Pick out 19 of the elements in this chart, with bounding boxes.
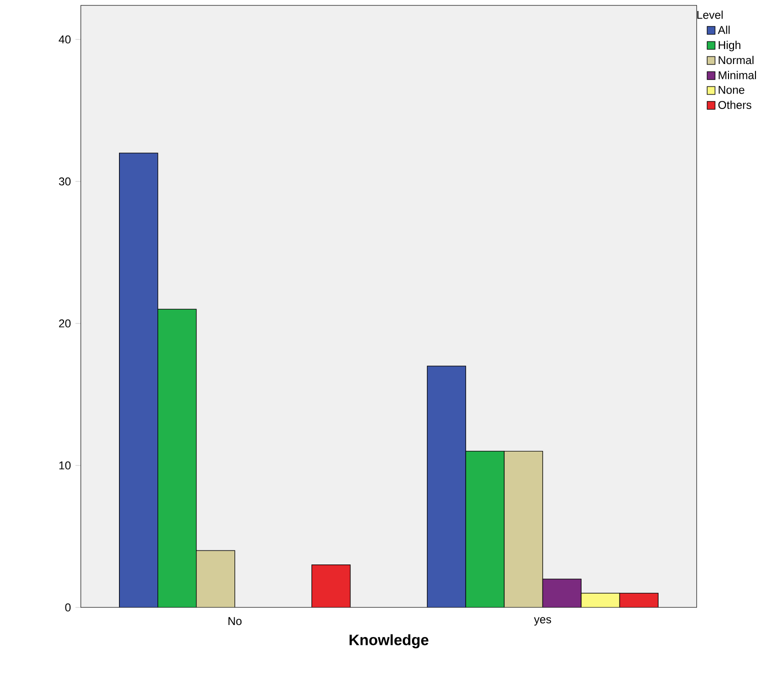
legend-title: Level bbox=[697, 10, 723, 19]
x-tick-label: No bbox=[228, 616, 242, 625]
legend-label: High bbox=[718, 40, 740, 52]
y-tick-label: 10 bbox=[59, 461, 71, 470]
legend-label: Normal bbox=[718, 56, 754, 64]
y-tick-label: 30 bbox=[58, 177, 71, 186]
legend-label: All bbox=[718, 25, 730, 34]
bar bbox=[619, 592, 659, 608]
x-tick-label: yes bbox=[534, 616, 552, 626]
bar bbox=[311, 564, 351, 608]
legend-label: None bbox=[718, 86, 744, 94]
bar bbox=[426, 365, 466, 608]
y-tick-label: 20 bbox=[59, 319, 71, 328]
x-axis-title: Knowledge bbox=[350, 634, 428, 648]
y-tick-label: 0 bbox=[65, 603, 71, 612]
legend-label: Others bbox=[718, 100, 752, 109]
legend-label: Minimal bbox=[718, 70, 756, 79]
bar bbox=[119, 152, 158, 608]
y-tick-label: 40 bbox=[58, 35, 71, 44]
